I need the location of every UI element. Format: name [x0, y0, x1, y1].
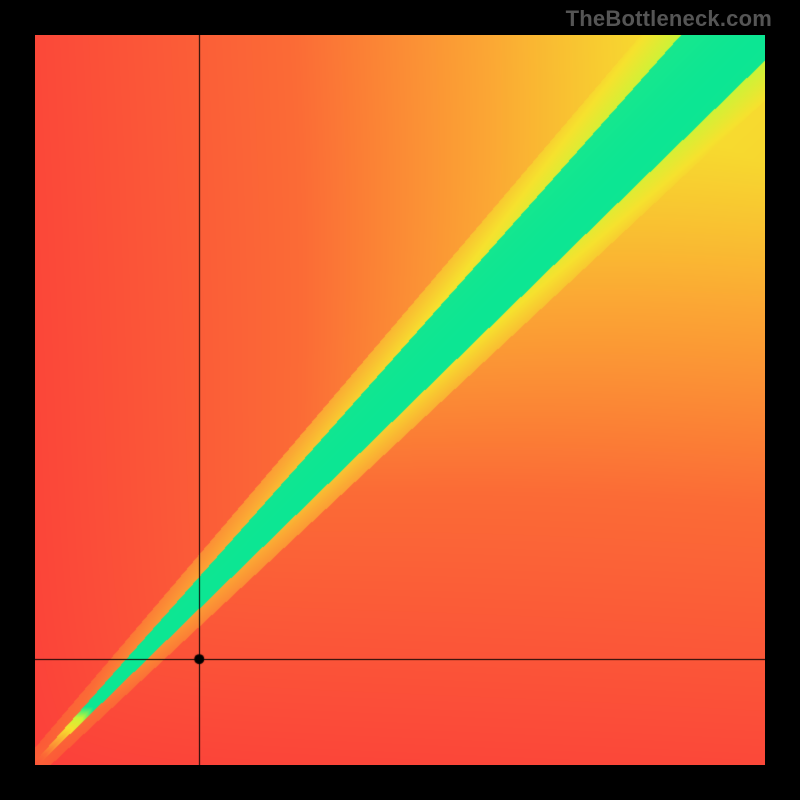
chart-plot-area — [35, 35, 765, 765]
watermark-text: TheBottleneck.com — [566, 6, 772, 32]
bottleneck-heatmap — [35, 35, 765, 765]
